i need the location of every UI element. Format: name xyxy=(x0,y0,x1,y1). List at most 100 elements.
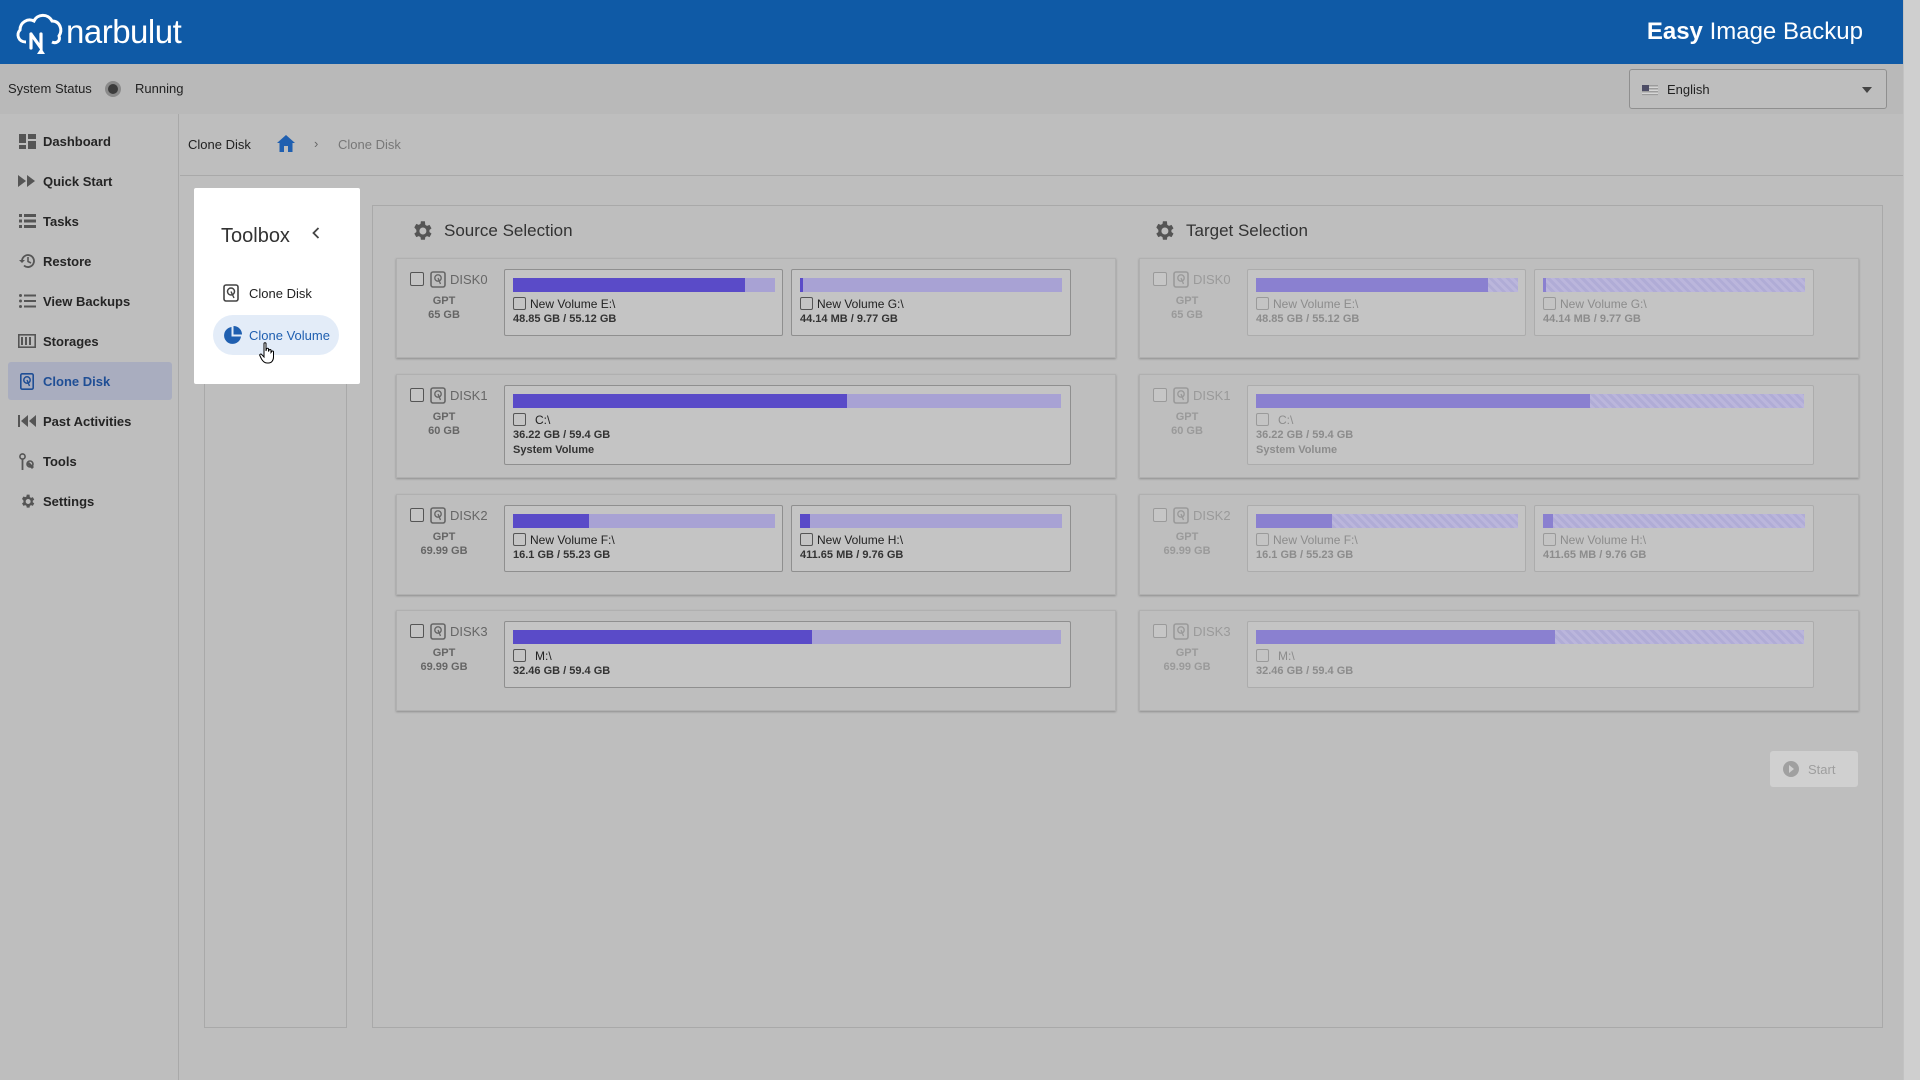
source-disk-card: DISK1 GPT 60 GB C:\ 36.22 GB / 59.4 GB S… xyxy=(396,374,1116,478)
disk-name: DISK0 xyxy=(450,272,488,287)
disk-size: 65 GB xyxy=(428,309,460,321)
volume-checkbox[interactable] xyxy=(513,297,526,310)
sidebar-item-restore[interactable]: Restore xyxy=(8,242,172,280)
sidebar-item-label: Tasks xyxy=(43,213,79,229)
sidebar-item-settings[interactable]: Settings xyxy=(8,482,172,520)
volume-usage-bar xyxy=(1256,394,1804,408)
volume-usage-text: 32.46 GB / 59.4 GB xyxy=(513,665,611,677)
sidebar-item-label: View Backups xyxy=(43,293,131,309)
volume-usage-text: 48.85 GB / 55.12 GB xyxy=(1256,313,1360,325)
volume-box: C:\ 36.22 GB / 59.4 GB System Volume xyxy=(1247,385,1814,465)
disk-checkbox[interactable] xyxy=(1153,272,1167,286)
volume-usage-fill xyxy=(513,514,589,528)
disk-checkbox[interactable] xyxy=(410,624,424,638)
home-icon[interactable] xyxy=(276,134,296,154)
system-status-value: Running xyxy=(135,81,184,96)
disk-checkbox[interactable] xyxy=(1153,388,1167,402)
volume-box: New Volume G:\ 44.14 MB / 9.77 GB xyxy=(791,269,1071,336)
sidebar-item-view-backups[interactable]: View Backups xyxy=(8,282,172,320)
volume-label: M:\ xyxy=(1278,649,1295,663)
volume-usage-text: 36.22 GB / 59.4 GB xyxy=(1256,429,1354,441)
disk-checkbox[interactable] xyxy=(410,272,424,286)
disk-checkbox[interactable] xyxy=(1153,508,1167,522)
volume-checkbox[interactable] xyxy=(800,533,813,546)
volume-usage-fill xyxy=(800,514,811,528)
source-selection-header: Source Selection xyxy=(410,219,573,243)
disk-partition-type: GPT xyxy=(432,295,456,307)
volume-checkbox[interactable] xyxy=(513,649,526,662)
sidebar-item-dashboard[interactable]: Dashboard xyxy=(8,122,172,160)
hard-disk-icon xyxy=(430,507,446,524)
source-disk-card: DISK0 GPT 65 GB New Volume E:\ 48.85 GB … xyxy=(396,258,1116,358)
dashboard-icon xyxy=(18,133,36,149)
disk-partition-type: GPT xyxy=(432,647,456,659)
disk-size: 69.99 GB xyxy=(1163,661,1211,673)
start-button[interactable]: Start xyxy=(1770,751,1858,787)
disk-size: 60 GB xyxy=(428,425,460,437)
volume-usage-bar xyxy=(513,514,775,528)
disk-partition-type: GPT xyxy=(1175,531,1199,543)
sidebar-item-label: Clone Disk xyxy=(43,373,111,389)
chevron-left-icon[interactable] xyxy=(306,223,326,243)
toolbox-clone-disk[interactable]: Clone Disk xyxy=(213,273,339,313)
volume-checkbox[interactable] xyxy=(513,533,526,546)
sidebar-item-label: Settings xyxy=(43,493,95,509)
breadcrumb-separator: › xyxy=(314,136,319,151)
volume-checkbox[interactable] xyxy=(1256,533,1269,546)
disk-name: DISK2 xyxy=(1193,508,1231,523)
volume-checkbox[interactable] xyxy=(800,297,813,310)
disk-checkbox[interactable] xyxy=(410,388,424,402)
volume-checkbox[interactable] xyxy=(1256,297,1269,310)
volume-extra-label: System Volume xyxy=(1256,444,1338,456)
app-name-rest: Image Backup xyxy=(1702,18,1863,45)
sidebar-item-storages[interactable]: Storages xyxy=(8,322,172,360)
volume-checkbox[interactable] xyxy=(1543,533,1556,546)
language-select[interactable]: English xyxy=(1629,69,1887,109)
sidebar-item-quick-start[interactable]: Quick Start xyxy=(8,162,172,200)
volume-checkbox[interactable] xyxy=(1543,297,1556,310)
volume-usage-bar xyxy=(513,278,775,292)
sidebar-item-tools[interactable]: Tools xyxy=(8,442,172,480)
volume-checkbox[interactable] xyxy=(1256,413,1269,426)
disk-partition-type: GPT xyxy=(432,531,456,543)
list-icon xyxy=(18,213,36,229)
disk-checkbox[interactable] xyxy=(410,508,424,522)
breadcrumb: Clone Disk › Clone Disk xyxy=(180,114,1903,176)
volume-usage-fill xyxy=(513,394,848,408)
hard-disk-icon xyxy=(223,284,241,302)
target-disk-card: DISK0 GPT 65 GB New Volume E:\ 48.85 GB … xyxy=(1139,258,1859,358)
page-scrollbar[interactable] xyxy=(1903,0,1920,1080)
play-icon xyxy=(1783,761,1799,777)
us-flag-icon xyxy=(1642,85,1658,96)
volume-label: New Volume G:\ xyxy=(817,297,904,311)
status-indicator-icon xyxy=(105,81,121,97)
disk-partition-type: GPT xyxy=(1175,647,1199,659)
gear-icon xyxy=(18,493,36,509)
sidebar-item-clone-disk[interactable]: Clone Disk xyxy=(8,362,172,400)
sidebar-item-tasks[interactable]: Tasks xyxy=(8,202,172,240)
toolbox-title: Toolbox xyxy=(221,225,290,247)
volume-label: New Volume H:\ xyxy=(1560,533,1647,547)
volume-checkbox[interactable] xyxy=(1256,649,1269,662)
storage-icon xyxy=(18,333,36,349)
volume-usage-bar xyxy=(1256,514,1518,528)
disk-checkbox[interactable] xyxy=(1153,624,1167,638)
hard-disk-icon xyxy=(1173,623,1189,640)
sidebar-item-past-activities[interactable]: Past Activities xyxy=(8,402,172,440)
volume-box: New Volume H:\ 411.65 MB / 9.76 GB xyxy=(1534,505,1814,572)
toolbox-clone-volume[interactable]: Clone Volume xyxy=(213,315,339,355)
volume-checkbox[interactable] xyxy=(513,413,526,426)
volume-label: New Volume E:\ xyxy=(1273,297,1359,311)
volume-usage-fill xyxy=(1543,278,1547,292)
hard-disk-icon xyxy=(430,623,446,640)
volume-usage-bar xyxy=(1256,630,1804,644)
volume-usage-bar xyxy=(800,278,1062,292)
volume-usage-bar xyxy=(1256,278,1518,292)
disk-name: DISK3 xyxy=(1193,624,1231,639)
volume-box: New Volume E:\ 48.85 GB / 55.12 GB xyxy=(1247,269,1526,336)
volume-usage-fill xyxy=(1256,394,1591,408)
toolbox-item-label: Clone Disk xyxy=(249,286,312,301)
sidebar-item-label: Past Activities xyxy=(43,413,132,429)
narbulut-logo[interactable]: narbulut xyxy=(14,6,182,58)
volume-box: New Volume H:\ 411.65 MB / 9.76 GB xyxy=(791,505,1071,572)
